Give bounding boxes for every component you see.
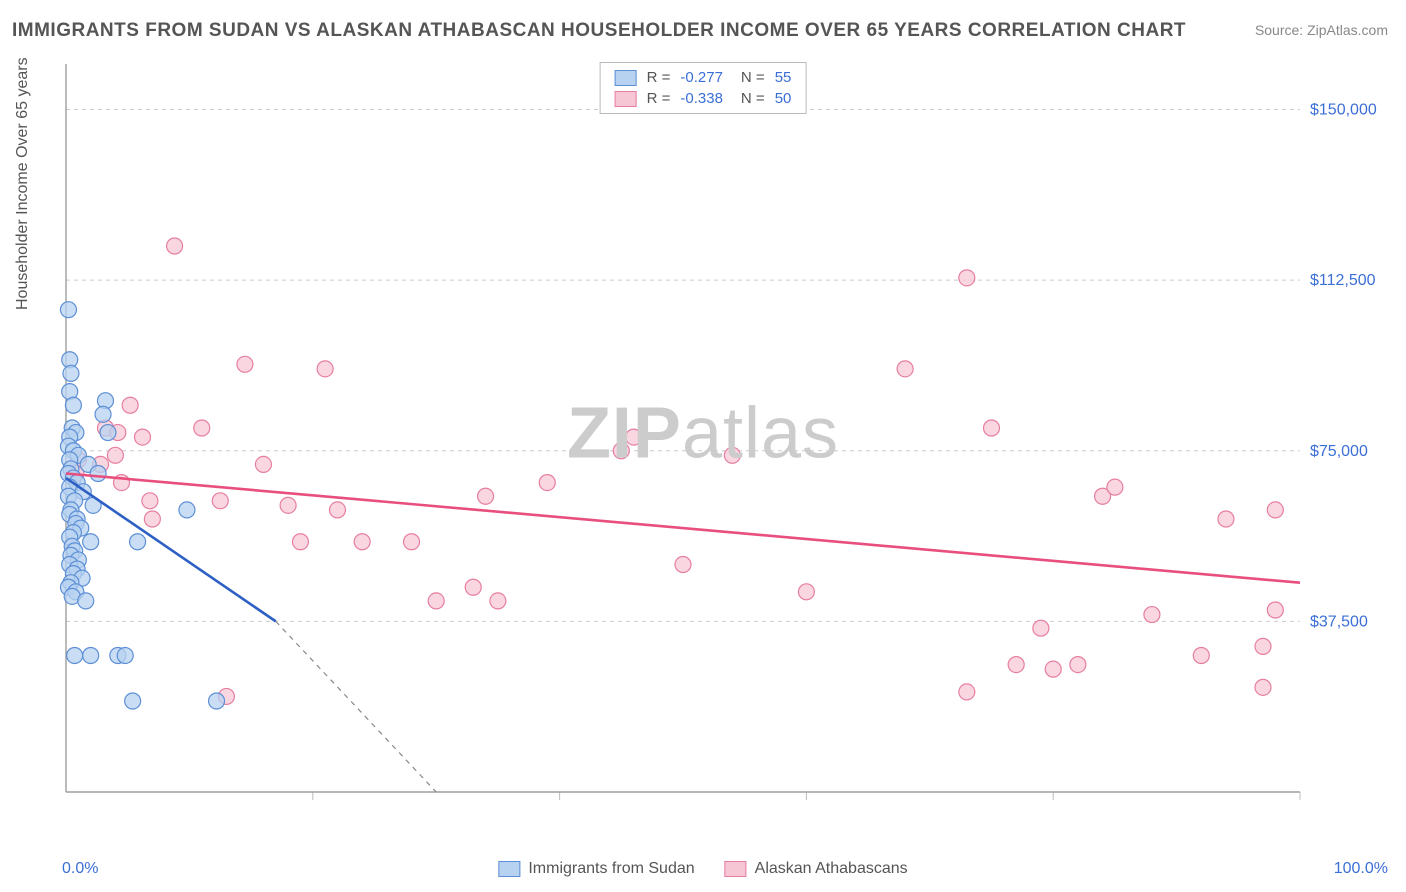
correlation-legend-row: R = -0.277 N = 55 [601,67,806,88]
data-point [798,584,814,600]
data-point [179,502,195,518]
data-point [1008,657,1024,673]
legend-r-value: -0.338 [680,90,723,107]
data-point [897,361,913,377]
data-point [1267,602,1283,618]
y-gridline-label: $37,500 [1310,613,1368,630]
legend-n-key: N = [741,90,765,107]
data-point [60,302,76,318]
data-point [675,557,691,573]
x-axis-max-label: 100.0% [1334,860,1388,878]
source-credit: Source: ZipAtlas.com [1255,22,1388,38]
legend-r-key: R = [647,90,671,107]
data-point [107,447,123,463]
data-point [67,648,83,664]
data-point [1107,479,1123,495]
source-value: ZipAtlas.com [1307,22,1388,38]
data-point [1255,679,1271,695]
data-point [142,493,158,509]
data-point [292,534,308,550]
data-point [984,420,1000,436]
data-point [1045,661,1061,677]
series-legend-item: Alaskan Athabascans [725,860,908,878]
data-point [1255,638,1271,654]
series-legend-label: Alaskan Athabascans [755,860,908,878]
data-point [255,456,271,472]
data-point [613,443,629,459]
data-point [404,534,420,550]
data-point [122,397,138,413]
data-point [65,397,81,413]
data-point [959,270,975,286]
legend-n-value: 55 [775,69,792,86]
data-point [194,420,210,436]
data-point [144,511,160,527]
scatter-svg: $37,500 $75,000 $112,500 $150,000 [58,60,1388,830]
data-point [83,534,99,550]
legend-swatch [498,861,520,877]
x-axis-min-label: 0.0% [62,860,98,878]
chart-plot-area: $37,500 $75,000 $112,500 $150,000 [58,60,1388,830]
data-point [317,361,333,377]
series-legend-item: Immigrants from Sudan [498,860,694,878]
data-point [1070,657,1086,673]
y-gridline-label: $75,000 [1310,443,1368,460]
data-point [100,425,116,441]
y-axis-label: Householder Income Over 65 years [14,57,32,310]
data-point [83,648,99,664]
correlation-legend: R = -0.277 N = 55 R = -0.338 N = 50 [600,62,807,114]
series-legend-label: Immigrants from Sudan [528,860,694,878]
y-gridline-label: $112,500 [1310,272,1376,289]
correlation-legend-row: R = -0.338 N = 50 [601,88,806,109]
data-point [125,693,141,709]
data-point [959,684,975,700]
data-point [1033,620,1049,636]
data-point [130,534,146,550]
legend-r-value: -0.277 [680,69,723,86]
source-label: Source: [1255,22,1303,38]
trend-line-blue [66,478,276,621]
data-point [1218,511,1234,527]
data-point [478,488,494,504]
data-point [724,447,740,463]
data-point [329,502,345,518]
data-point [465,579,481,595]
legend-swatch [615,91,637,107]
legend-r-key: R = [647,69,671,86]
data-point [90,466,106,482]
data-point [428,593,444,609]
series-legend: Immigrants from Sudan Alaskan Athabascans [498,860,907,878]
data-point [209,693,225,709]
chart-title: IMMIGRANTS FROM SUDAN VS ALASKAN ATHABAS… [12,20,1186,42]
data-point [237,356,253,372]
data-point [490,593,506,609]
data-point [63,365,79,381]
data-point [280,497,296,513]
legend-n-key: N = [741,69,765,86]
data-point [78,593,94,609]
trend-line-blue-extrapolation [276,621,436,792]
data-point [1193,648,1209,664]
legend-swatch [725,861,747,877]
y-gridline-label: $150,000 [1310,102,1377,119]
data-point [1144,607,1160,623]
data-point [626,429,642,445]
data-point [167,238,183,254]
data-point [1267,502,1283,518]
data-point [539,475,555,491]
legend-n-value: 50 [775,90,792,107]
data-point [117,648,133,664]
data-point [354,534,370,550]
data-point [135,429,151,445]
legend-swatch [615,70,637,86]
data-point [95,406,111,422]
data-point [212,493,228,509]
